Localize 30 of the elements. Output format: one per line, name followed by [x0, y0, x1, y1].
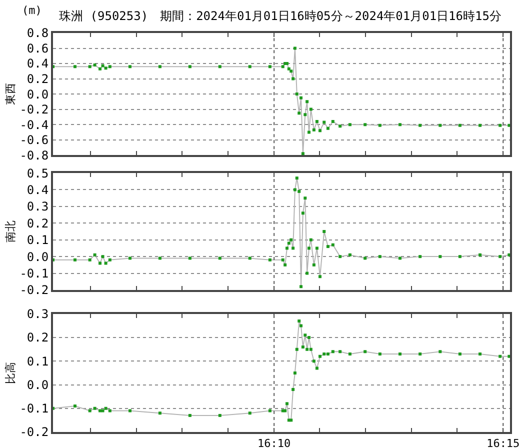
- y-tick-label: 0.4: [26, 56, 49, 71]
- y-tick-label: 0.5: [26, 166, 49, 180]
- y-tick-label: 0.3: [26, 307, 49, 322]
- y-tick-label: 0.0: [26, 87, 49, 102]
- y-tick-label: 0.2: [26, 72, 49, 86]
- y-tick-label: 0.0: [26, 378, 49, 392]
- x-tick-label: 16:15: [486, 437, 519, 448]
- y-axis-title: 比高: [4, 362, 17, 384]
- text: (m): [22, 4, 42, 17]
- y-axis-title: 南北: [4, 220, 17, 243]
- y-tick-label: -0.1: [20, 266, 49, 280]
- y-tick-label: 0.1: [26, 233, 49, 248]
- y-tick-label: 0.0: [26, 250, 49, 264]
- y-tick-label: 0.3: [26, 200, 49, 214]
- y-axis-title: 東西: [4, 83, 17, 106]
- y-tick-label: 0.1: [26, 354, 49, 368]
- y-tick-label: 0.4: [26, 182, 49, 197]
- y-tick-label: 0.8: [26, 26, 49, 40]
- y-tick-label: 0.2: [26, 216, 49, 230]
- y-tick-label: -0.2: [20, 102, 49, 117]
- y-tick-label: -0.2: [20, 283, 49, 298]
- y-tick-label: -0.8: [20, 148, 49, 162]
- x-tick-label: 16:10: [258, 437, 291, 448]
- chart-title: 珠洲 (950253) 期間：2024年01月01日16時05分～2024年01月01日16時15分: [59, 9, 502, 24]
- y-tick-label: -0.4: [20, 118, 49, 132]
- y-tick-label: 0.2: [26, 330, 49, 345]
- y-tick-label: -0.6: [20, 133, 49, 148]
- y-tick-label: -0.2: [20, 425, 49, 440]
- y-tick-label: 0.6: [26, 41, 49, 56]
- y-tick-label: -0.1: [20, 402, 49, 416]
